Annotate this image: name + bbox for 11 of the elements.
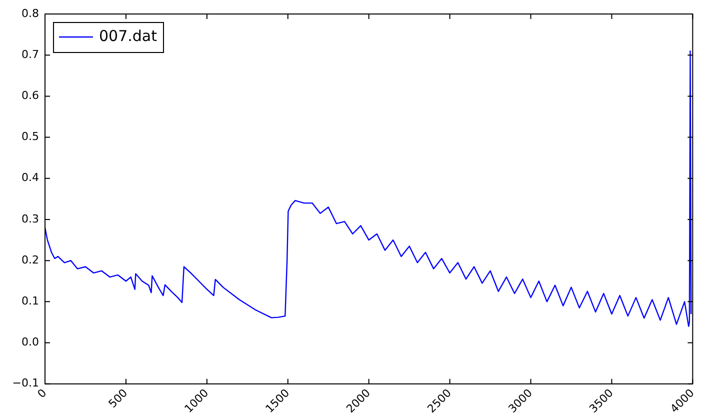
x-tick-label: 500 [106,386,130,411]
y-tick-label: 0.5 [22,130,39,144]
y-tick-label: 0.2 [22,253,39,266]
y-tick-label: 0.4 [22,171,39,184]
y-tick-label: 0.7 [22,48,39,61]
y-tick-label: 0.6 [22,89,39,102]
y-tick-label: 0.0 [22,336,39,349]
legend-label: 007.dat [99,26,158,45]
y-tick-label: 0.3 [22,212,39,226]
y-tick-label: 0.1 [22,294,39,308]
y-tick-label: 0.8 [22,6,39,20]
